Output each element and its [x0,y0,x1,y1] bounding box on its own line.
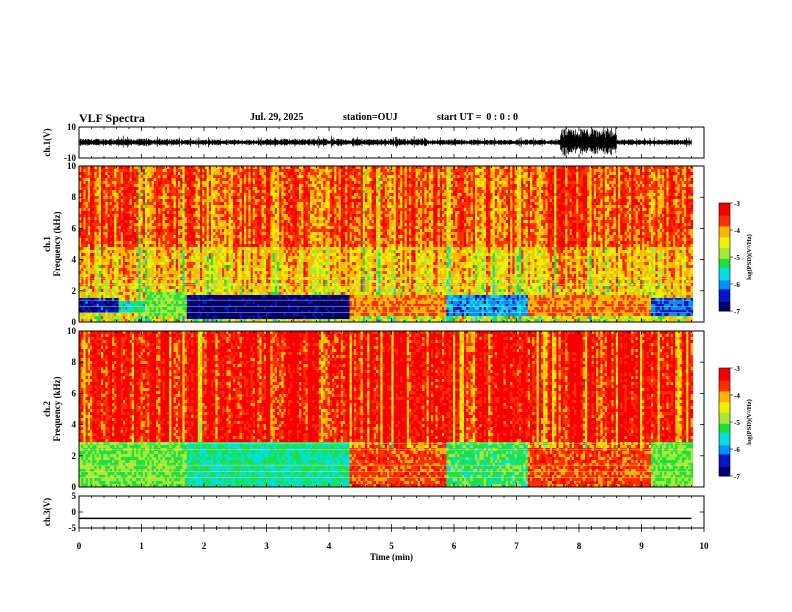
y-tick-label: 2 [72,451,77,461]
ch1-spectrogram [79,166,693,322]
y-tick-label: 4 [72,420,77,430]
colorbar-tick-label: -6 [734,446,740,454]
y-tick-label: 2 [72,286,77,296]
x-tick-label: 7 [514,541,519,551]
x-tick-label: 1 [139,541,144,551]
colorbar-tick-label: -5 [734,254,740,262]
x-tick-label: 9 [639,541,644,551]
y-tick-label: 4 [72,255,77,265]
colorbar-tick-label: -6 [734,281,740,289]
x-tick-label: 10 [700,541,710,551]
colorbar-tick-label: -5 [734,419,740,427]
y-tick-label: 6 [72,223,77,233]
colorbar-1 [719,203,733,312]
ch2-spectrogram [79,331,693,487]
x-tick-label: 4 [327,541,332,551]
ch3-axes [79,496,704,528]
y-tick-label: 8 [72,192,77,202]
x-tick-label: 3 [264,541,269,551]
ch1-y-label: ch.1(V) [42,128,52,156]
y-tick-label: 10 [67,122,77,132]
spectrogram-channel-label: ch.2 [42,401,52,417]
x-tick-label: 8 [577,541,582,551]
x-tick-label: 5 [389,541,394,551]
y-tick-label: 5 [72,491,77,501]
y-tick-label: 0 [72,507,77,517]
y-tick-label: 10 [67,161,77,171]
y-tick-label: 6 [72,388,77,398]
spectrogram-y-label: Frequency (kHz) [52,376,62,441]
x-tick-label: 0 [77,541,82,551]
colorbar-label: log(PSD)(V²/Hz) [746,234,753,280]
y-tick-label: 10 [67,326,77,336]
x-tick-label: 6 [452,541,457,551]
y-tick-label: 8 [72,357,77,367]
ch3-y-label: ch.3(V) [42,498,52,526]
ch1-waveform [80,128,691,157]
x-tick-label: 2 [202,541,207,551]
colorbar-tick-label: -4 [734,392,740,400]
spectrogram-y-label: Frequency (kHz) [52,211,62,276]
colorbar-tick-label: -7 [734,308,740,316]
y-tick-label: -5 [69,523,77,533]
colorbar-label: log(PSD)(V²/Hz) [746,399,753,445]
colorbar-tick-label: -7 [734,473,740,481]
colorbar-tick-label: -3 [734,200,740,208]
ch1-waveform-trace [80,128,691,157]
colorbar-tick-label: -4 [734,227,740,235]
spectrogram-channel-label: ch.1 [42,236,52,252]
colorbar-tick-label: -3 [734,365,740,373]
x-axis-label: Time (min) [370,552,413,562]
colorbar-2 [719,368,733,477]
